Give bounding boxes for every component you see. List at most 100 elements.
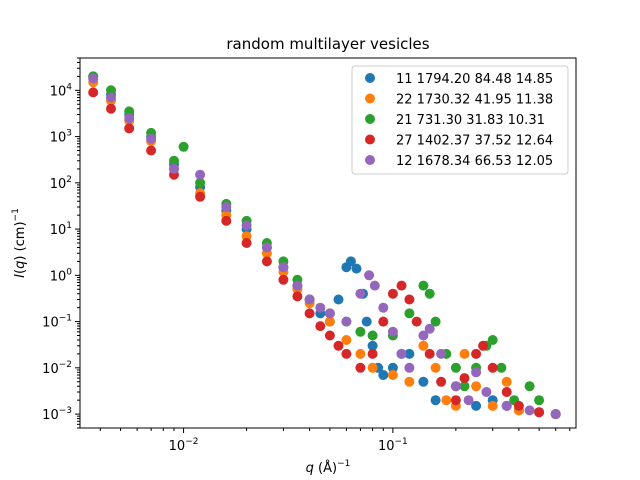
data-point xyxy=(355,348,366,359)
data-point xyxy=(367,362,378,373)
data-point xyxy=(367,330,378,341)
legend-marker xyxy=(365,134,375,145)
data-point xyxy=(501,376,512,387)
data-point xyxy=(378,316,389,327)
data-point xyxy=(88,73,99,84)
data-point xyxy=(524,381,535,392)
data-point xyxy=(471,400,482,411)
data-point xyxy=(459,373,470,384)
data-point xyxy=(418,340,429,351)
data-point xyxy=(345,256,356,267)
legend-marker xyxy=(365,114,375,124)
data-point xyxy=(106,103,116,114)
data-point xyxy=(378,370,389,380)
data-point xyxy=(324,308,335,319)
data-point xyxy=(481,387,492,397)
y-tick-label-1: 10−2 xyxy=(42,360,72,377)
data-point xyxy=(178,141,189,152)
data-point xyxy=(471,367,482,378)
data-point xyxy=(333,340,344,351)
data-point xyxy=(304,308,315,319)
data-point xyxy=(315,321,326,332)
data-point xyxy=(424,288,435,299)
data-point xyxy=(501,400,512,411)
data-point xyxy=(341,316,352,327)
legend-entry-label: 11 1794.20 84.48 14.85 xyxy=(396,72,553,87)
data-point xyxy=(534,407,545,418)
chart-title: random multilayer vesicles xyxy=(226,35,429,53)
data-point xyxy=(106,85,116,96)
data-point xyxy=(221,202,232,212)
y-tick-label-2: 10−1 xyxy=(42,314,72,331)
data-point xyxy=(333,294,344,305)
data-point xyxy=(367,348,378,359)
data-point xyxy=(355,288,366,299)
data-point xyxy=(304,294,315,305)
data-point xyxy=(367,340,378,351)
data-point xyxy=(459,348,470,359)
data-point xyxy=(496,362,507,373)
data-point xyxy=(387,370,398,380)
data-point xyxy=(471,348,482,359)
data-point xyxy=(436,376,447,387)
y-tick-label-6: 103 xyxy=(50,129,72,146)
data-point xyxy=(430,395,441,406)
data-point xyxy=(278,274,289,285)
data-point xyxy=(418,330,429,341)
data-point xyxy=(88,87,99,98)
data-point xyxy=(524,405,535,416)
data-point xyxy=(315,302,326,313)
legend-marker xyxy=(365,155,375,165)
data-point xyxy=(396,348,407,359)
data-point xyxy=(534,395,545,406)
data-point xyxy=(241,220,252,231)
data-point xyxy=(404,376,415,387)
data-point xyxy=(487,400,498,411)
data-point xyxy=(424,323,435,334)
data-point xyxy=(463,395,474,406)
y-tick-label-5: 102 xyxy=(50,175,72,192)
data-point xyxy=(278,262,289,273)
data-point xyxy=(513,400,524,411)
series-4 xyxy=(88,73,561,420)
legend-entry-label: 21 731.30 31.83 10.31 xyxy=(396,113,545,128)
y-tick-label-4: 101 xyxy=(50,221,72,238)
legend-entry-label: 27 1402.37 37.52 12.64 xyxy=(396,134,553,149)
data-point xyxy=(450,381,461,392)
data-point xyxy=(411,316,422,327)
y-tick-label-7: 104 xyxy=(50,82,73,99)
data-point xyxy=(364,270,375,281)
data-point xyxy=(195,169,206,180)
data-point xyxy=(387,326,398,337)
y-tick-label-3: 100 xyxy=(50,267,73,284)
data-point xyxy=(355,326,366,337)
data-point xyxy=(387,362,398,373)
data-point xyxy=(261,242,272,253)
data-point xyxy=(361,316,372,327)
data-point xyxy=(292,280,303,291)
data-point xyxy=(450,362,461,373)
data-point xyxy=(146,133,157,144)
data-point xyxy=(404,294,415,305)
data-point xyxy=(195,191,206,202)
data-point xyxy=(487,362,498,373)
legend-entry-label: 12 1678.34 66.53 12.05 xyxy=(396,154,553,169)
data-point xyxy=(404,308,415,319)
data-point xyxy=(341,348,352,359)
x-tick-label-1: 10−1 xyxy=(378,437,408,454)
x-tick-label-0: 10−2 xyxy=(169,437,199,454)
data-point xyxy=(441,395,452,406)
y-tick-label-0: 10−3 xyxy=(42,406,72,423)
data-point xyxy=(292,291,303,302)
data-point xyxy=(355,362,366,373)
data-point xyxy=(124,123,135,134)
y-axis-label: I(q) (cm)−1 xyxy=(11,208,28,278)
data-point xyxy=(424,348,435,359)
data-point xyxy=(146,145,157,156)
data-point xyxy=(459,381,470,392)
data-point xyxy=(369,280,380,291)
data-point xyxy=(550,409,561,420)
data-point xyxy=(324,330,335,341)
series-3 xyxy=(88,87,561,420)
